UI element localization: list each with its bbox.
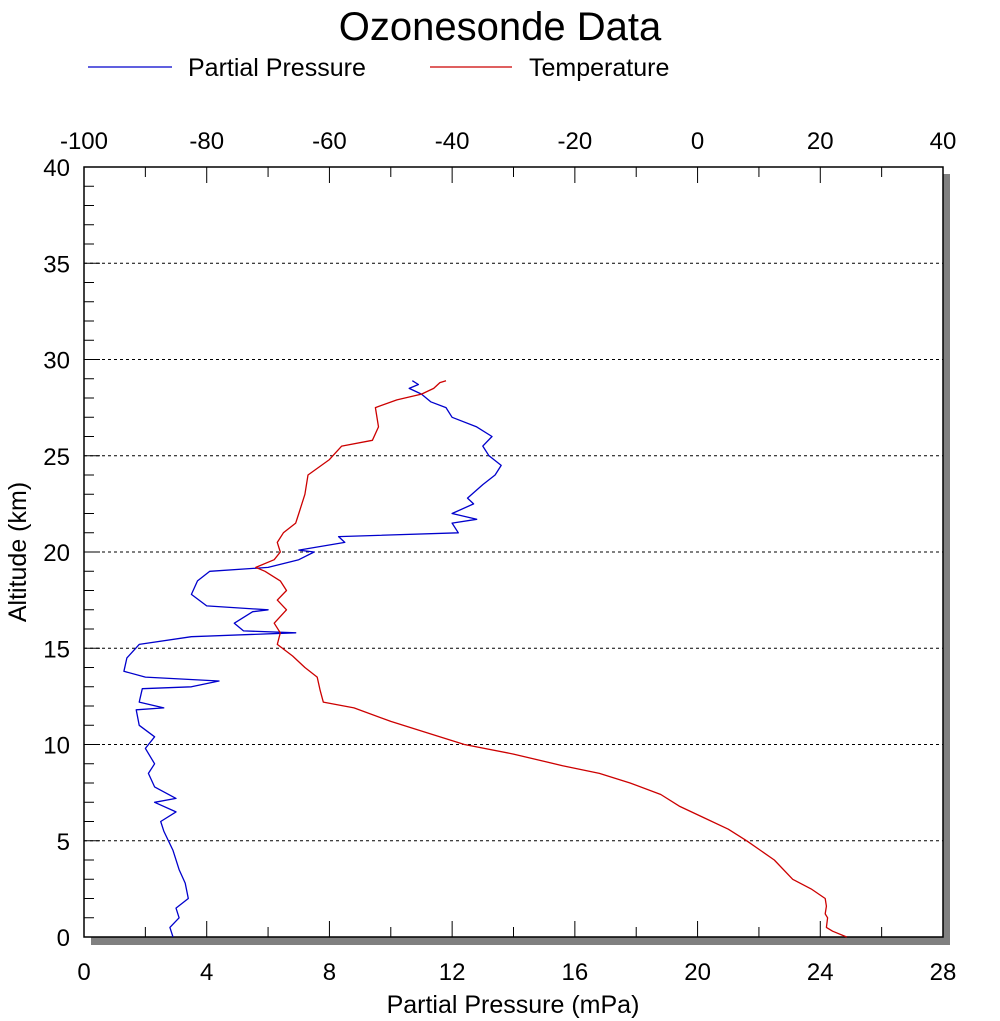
top-tick-label: -40 <box>435 128 470 155</box>
y-tick-label: 35 <box>43 251 70 278</box>
x-tick-label: 12 <box>439 959 466 986</box>
top-tick-label: -80 <box>189 128 224 155</box>
tick-labels: 0 5 10 15 20 25 30 35 40 0 4 8 12 16 20 24 28 -100 -80 -60 -… <box>43 128 956 986</box>
data-series <box>123 380 847 938</box>
top-tick-label: 40 <box>930 128 957 155</box>
grid-lines <box>84 262 943 842</box>
y-tick-label: 20 <box>43 540 70 567</box>
x-tick-label: 24 <box>807 959 834 986</box>
y-tick-label: 30 <box>43 348 70 375</box>
y-axis-title: Altitude (km) <box>4 482 32 622</box>
top-tick-label: -60 <box>312 128 347 155</box>
y-tick-label: 0 <box>57 925 70 952</box>
x-tick-label: 20 <box>684 959 711 986</box>
x-tick-label: 16 <box>562 959 589 986</box>
chart-title: Ozonesonde Data <box>339 5 662 49</box>
x-tick-label: 8 <box>323 959 336 986</box>
y-tick-label: 5 <box>57 829 70 856</box>
top-tick-label: -100 <box>60 128 108 155</box>
y-tick-label: 25 <box>43 444 70 471</box>
tick-marks <box>83 166 944 938</box>
plot-shadow-right <box>943 174 950 945</box>
legend-label-partial-pressure: Partial Pressure <box>188 54 366 82</box>
top-tick-label: 0 <box>691 128 704 155</box>
legend-label-temperature: Temperature <box>529 54 669 82</box>
series-line-partial-pressure <box>123 380 502 938</box>
y-tick-label: 10 <box>43 733 70 760</box>
x-axis-title: Partial Pressure (mPa) <box>387 991 640 1019</box>
y-tick-label: 40 <box>43 155 70 182</box>
x-tick-label: 4 <box>200 959 213 986</box>
series-line-temperature <box>255 380 847 938</box>
x-tick-label: 28 <box>930 959 957 986</box>
x-tick-label: 0 <box>77 959 90 986</box>
plot-shadow-bottom <box>91 937 950 945</box>
y-tick-label: 15 <box>43 636 70 663</box>
top-tick-label: 20 <box>807 128 834 155</box>
top-tick-label: -20 <box>558 128 593 155</box>
